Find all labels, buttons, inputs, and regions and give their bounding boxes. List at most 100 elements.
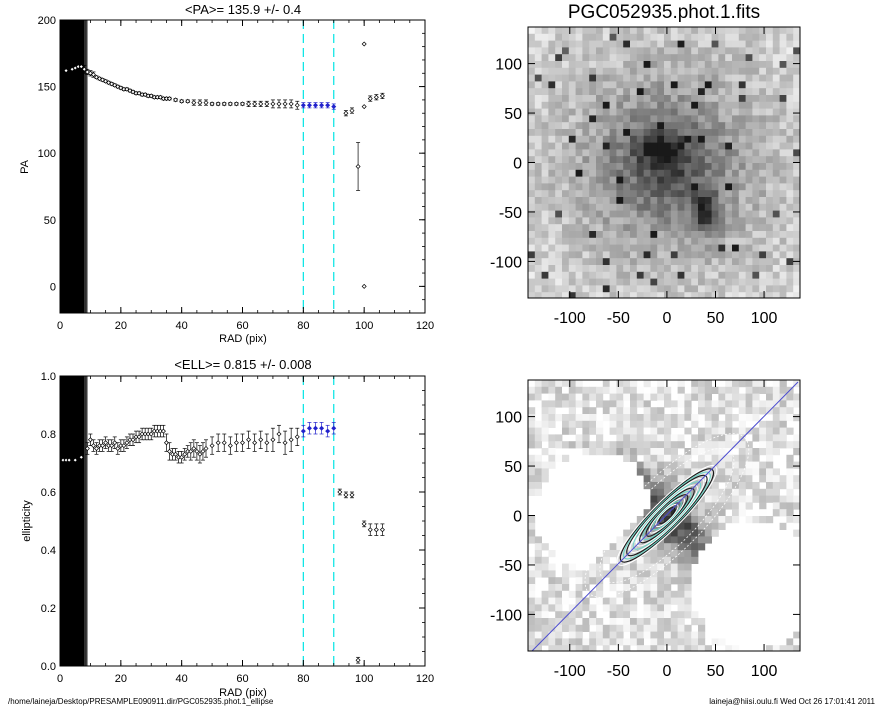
image-pixel xyxy=(725,210,733,218)
image-pixel xyxy=(548,448,556,456)
image-pixel xyxy=(752,122,760,130)
image-pixel xyxy=(670,448,678,456)
image-pixel xyxy=(534,278,542,286)
image-pixel xyxy=(596,33,604,41)
image-pixel xyxy=(664,584,672,592)
image-pixel xyxy=(759,509,767,517)
image-pixel xyxy=(786,156,794,164)
image-pixel xyxy=(575,40,583,48)
image-pixel xyxy=(677,197,685,205)
image-pixel xyxy=(562,156,570,164)
image-pixel xyxy=(534,441,542,449)
x-tick-label: 100 xyxy=(355,320,373,332)
image-pixel xyxy=(568,203,576,211)
image-pixel xyxy=(541,475,549,483)
image-pixel xyxy=(528,292,536,298)
image-pixel xyxy=(684,584,692,592)
image-pixel xyxy=(534,135,542,143)
image-pixel xyxy=(732,386,740,394)
image-pixel xyxy=(732,292,740,298)
image-pixel xyxy=(677,54,685,62)
image-pixel xyxy=(752,400,760,408)
image-pixel xyxy=(650,190,658,198)
image-pixel xyxy=(616,61,624,69)
image-pixel xyxy=(779,183,787,191)
image-pixel xyxy=(779,176,787,184)
image-pixel xyxy=(711,258,719,266)
image-pixel xyxy=(636,47,644,55)
image-pixel xyxy=(786,210,794,218)
image-pixel xyxy=(745,386,753,394)
image-pixel xyxy=(779,482,787,490)
image-pixel xyxy=(684,611,692,619)
image-pixel xyxy=(636,461,644,469)
image-pixel xyxy=(725,40,733,48)
image-pixel xyxy=(582,231,590,239)
image-pixel xyxy=(684,461,692,469)
image-pixel xyxy=(636,129,644,137)
image-pixel xyxy=(650,529,658,537)
image-pixel xyxy=(528,47,536,55)
image-pixel xyxy=(534,482,542,490)
image-pixel xyxy=(623,135,631,143)
image-pixel xyxy=(684,590,692,598)
image-pixel xyxy=(589,278,597,286)
image-pixel xyxy=(643,529,651,537)
image-pixel xyxy=(630,88,638,96)
image-pixel xyxy=(555,190,563,198)
image-pixel xyxy=(664,190,672,198)
image-pixel xyxy=(725,292,733,298)
image-pixel xyxy=(766,516,774,524)
image-pixel xyxy=(541,285,549,293)
image-pixel xyxy=(596,618,604,626)
image-pixel xyxy=(670,224,678,232)
y-tick-label: 200 xyxy=(38,15,56,27)
image-pixel xyxy=(602,441,610,449)
image-pixel xyxy=(623,74,631,82)
image-pixel xyxy=(562,570,570,578)
image-pixel xyxy=(670,47,678,55)
image-pixel xyxy=(779,509,787,517)
image-pixel xyxy=(602,197,610,205)
image-pixel xyxy=(691,482,699,490)
image-pixel xyxy=(575,142,583,150)
image-pixel xyxy=(582,278,590,286)
image-pixel xyxy=(732,40,740,48)
image-pixel xyxy=(636,135,644,143)
image-pixel xyxy=(602,638,610,646)
image-pixel xyxy=(779,271,787,279)
image-pixel xyxy=(623,543,631,551)
image-pixel xyxy=(657,278,665,286)
image-pixel xyxy=(677,292,685,298)
image-pixel xyxy=(738,115,746,123)
image-pixel xyxy=(759,265,767,273)
image-pixel xyxy=(745,183,753,191)
image-pixel xyxy=(752,95,760,103)
image-pixel xyxy=(786,74,794,82)
image-pixel xyxy=(664,597,672,605)
image-pixel xyxy=(664,271,672,279)
image-pixel xyxy=(677,203,685,211)
ell-title: <ELL>= 0.815 +/- 0.008 xyxy=(174,357,311,372)
image-pixel xyxy=(589,101,597,109)
image-pixel xyxy=(670,420,678,428)
image-pixel xyxy=(623,108,631,116)
image-pixel xyxy=(684,40,692,48)
image-pixel xyxy=(664,237,672,245)
image-pixel xyxy=(752,231,760,239)
image-pixel xyxy=(596,448,604,456)
image-pixel xyxy=(698,190,706,198)
image-pixel xyxy=(541,258,549,266)
image-pixel xyxy=(786,441,794,449)
image-pixel xyxy=(766,190,774,198)
image-pixel xyxy=(562,251,570,259)
image-pixel xyxy=(725,400,733,408)
image-pixel xyxy=(643,217,651,225)
image-pixel xyxy=(575,285,583,293)
image-pixel xyxy=(793,169,800,177)
image-pixel xyxy=(759,420,767,428)
image-pixel xyxy=(534,292,542,298)
image-pixel xyxy=(738,400,746,408)
image-pixel xyxy=(711,224,719,232)
image-pixel xyxy=(691,217,699,225)
